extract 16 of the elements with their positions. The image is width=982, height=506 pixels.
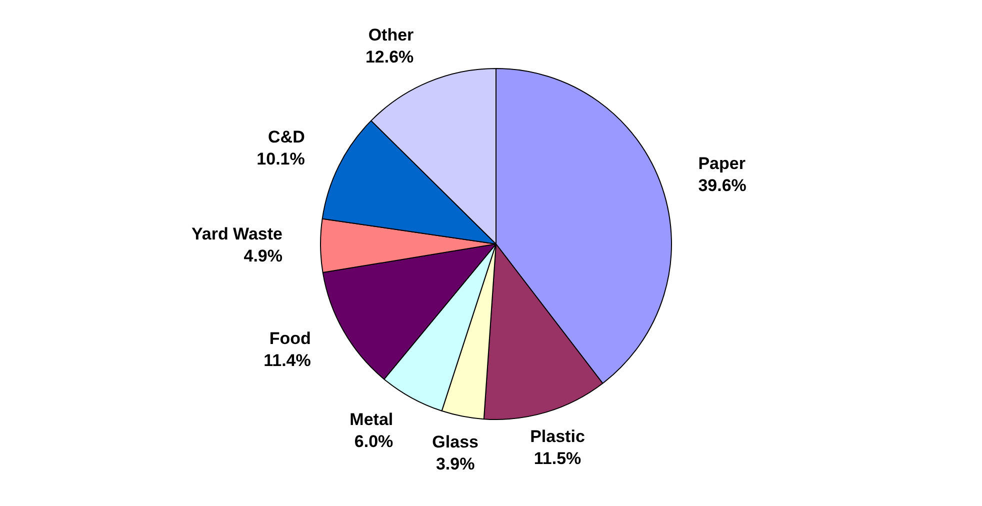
data-label: 4.9% — [244, 246, 283, 266]
data-label: 6.0% — [354, 432, 394, 451]
slice-label: Food — [269, 329, 311, 348]
data-label: 3.9% — [436, 454, 475, 474]
slice-label: Metal — [350, 410, 394, 429]
data-label: 39.6% — [698, 176, 746, 196]
slice-label: Other — [368, 26, 414, 45]
slice-label: Glass — [432, 432, 478, 452]
slice-label: C&D — [268, 128, 305, 147]
data-label: 11.5% — [534, 449, 582, 468]
slice-label: Yard Waste — [191, 224, 283, 244]
data-label: 10.1% — [256, 150, 305, 169]
data-label: 11.4% — [264, 351, 311, 370]
data-label: 12.6% — [365, 48, 414, 67]
slice-label: Paper — [698, 154, 746, 174]
slice-label: Plastic — [530, 427, 585, 446]
